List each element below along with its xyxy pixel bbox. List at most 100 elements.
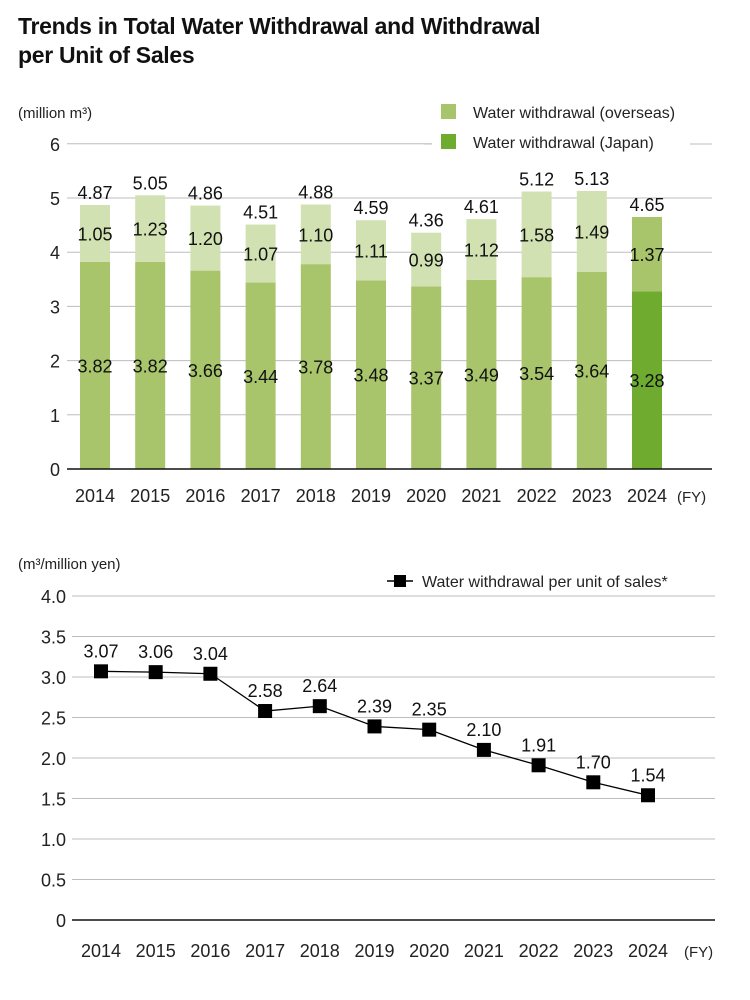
data-label-total: 4.61 — [464, 197, 499, 217]
x-tick-label: 2015 — [130, 486, 170, 506]
bar-segment-japan — [632, 291, 662, 469]
bar-segment-overseas — [300, 204, 331, 265]
legend-swatch — [441, 104, 456, 119]
legend-label: Water withdrawal (Japan) — [473, 135, 654, 152]
x-tick-label: 2018 — [300, 941, 340, 961]
bar-segment-overseas — [245, 224, 276, 283]
x-tick-label: 2020 — [406, 486, 446, 506]
data-label-japan: 3.82 — [77, 356, 112, 376]
bar-segment-overseas — [135, 195, 166, 262]
y-tick-label: 1.5 — [41, 790, 66, 810]
data-label-overseas: 1.58 — [519, 225, 554, 245]
data-label-japan: 3.78 — [298, 358, 333, 378]
data-label-total: 5.12 — [519, 169, 554, 189]
bar-segment-overseas — [356, 220, 386, 281]
data-label-overseas: 1.10 — [298, 225, 333, 245]
data-label-japan: 3.64 — [574, 361, 609, 381]
data-label: 3.04 — [193, 644, 228, 664]
bar-segment-overseas — [190, 205, 221, 271]
x-tick-label: 2018 — [296, 486, 336, 506]
x-tick-label: 2020 — [409, 941, 449, 961]
x-tick-label: 2016 — [190, 941, 230, 961]
data-label-japan: 3.37 — [409, 369, 444, 389]
y-tick-label: 4.0 — [41, 587, 66, 607]
data-label-overseas: 1.07 — [243, 245, 278, 265]
y-tick-label: 0.5 — [41, 871, 66, 891]
data-label: 1.70 — [576, 752, 611, 772]
bar-segment-japan — [576, 271, 607, 469]
y-tick-label: 1.0 — [41, 830, 66, 850]
bar-segment-japan — [356, 280, 386, 469]
data-point-marker — [476, 742, 491, 757]
y-tick-label: 2.5 — [41, 709, 66, 729]
data-label: 2.58 — [248, 681, 283, 701]
x-tick-label: 2015 — [136, 941, 176, 961]
x-tick-label: 2024 — [628, 941, 668, 961]
chart-title: Trends in Total Water Withdrawal and Wit… — [18, 12, 738, 70]
x-tick-label: 2019 — [351, 486, 391, 506]
data-label: 2.10 — [466, 720, 501, 740]
data-point-marker — [312, 699, 327, 714]
data-label-overseas: 1.37 — [629, 245, 664, 265]
data-label-total: 4.87 — [77, 183, 112, 203]
y-axis-unit-label: (m³/million yen) — [18, 556, 121, 573]
y-tick-label: 2 — [50, 352, 60, 372]
bar-segment-japan — [521, 277, 552, 469]
bar-segment-japan — [80, 261, 110, 469]
data-point-marker — [94, 664, 108, 679]
x-tick-label: 2021 — [461, 486, 501, 506]
x-tick-label: 2022 — [517, 486, 557, 506]
data-point-marker — [586, 775, 601, 790]
x-tick-label: 2016 — [185, 486, 225, 506]
chart-title-line-1: Trends in Total Water Withdrawal and Wit… — [18, 13, 541, 39]
data-label: 1.91 — [521, 735, 556, 755]
bar-segment-japan — [300, 264, 331, 469]
data-point-marker — [422, 722, 437, 737]
y-tick-label: 2.0 — [41, 749, 66, 769]
data-label-total: 4.86 — [188, 184, 223, 204]
data-label-overseas: 1.49 — [574, 222, 609, 242]
data-label-japan: 3.44 — [243, 367, 278, 387]
y-tick-label: 3.5 — [41, 628, 66, 648]
data-label-overseas: 1.23 — [133, 220, 168, 240]
x-tick-label: 2017 — [241, 486, 281, 506]
data-label: 3.07 — [83, 641, 118, 661]
legend-background — [432, 100, 712, 158]
y-axis-unit-label: (million m³) — [18, 105, 92, 122]
x-tick-label: 2022 — [519, 941, 559, 961]
y-tick-label: 4 — [50, 243, 60, 263]
legend-swatch — [441, 134, 456, 149]
x-tick-label: 2019 — [354, 941, 394, 961]
data-label-overseas: 1.11 — [354, 241, 388, 261]
y-tick-label: 6 — [50, 135, 60, 155]
data-label: 2.39 — [357, 696, 392, 716]
y-tick-label: 0 — [50, 460, 60, 480]
x-tick-label: 2023 — [572, 486, 612, 506]
bar-chart-total-water-withdrawal: (million m³) 0 1 2 3 4 5 6 Water withdrawal (ove… — [18, 100, 712, 506]
data-point-marker — [258, 704, 273, 719]
legend-label: Water withdrawal per unit of sales* — [422, 574, 668, 591]
bar-segment-japan — [245, 282, 276, 469]
data-label-total: 4.36 — [409, 211, 444, 231]
legend-marker — [394, 575, 406, 587]
bar-segment-overseas — [411, 232, 442, 287]
data-label: 2.64 — [302, 676, 337, 696]
y-tick-label: 3 — [50, 297, 60, 317]
data-label-total: 4.59 — [353, 198, 388, 218]
bar-segment-overseas — [521, 191, 552, 278]
data-label-japan: 3.49 — [464, 365, 499, 385]
data-point-marker — [641, 788, 655, 803]
x-tick-label: 2024 — [627, 486, 667, 506]
bar-segment-japan — [135, 261, 166, 469]
x-tick-label: 2023 — [573, 941, 613, 961]
data-label-japan: 3.28 — [629, 371, 664, 391]
data-point-marker — [203, 666, 218, 681]
data-label-japan: 3.66 — [188, 361, 223, 381]
bar-segment-overseas — [576, 190, 607, 272]
data-point-marker — [531, 758, 546, 773]
bar-segment-overseas — [80, 205, 110, 262]
data-label-overseas: 1.12 — [464, 240, 499, 260]
data-label-total: 5.05 — [133, 173, 168, 193]
data-label-overseas: 1.20 — [188, 229, 223, 249]
